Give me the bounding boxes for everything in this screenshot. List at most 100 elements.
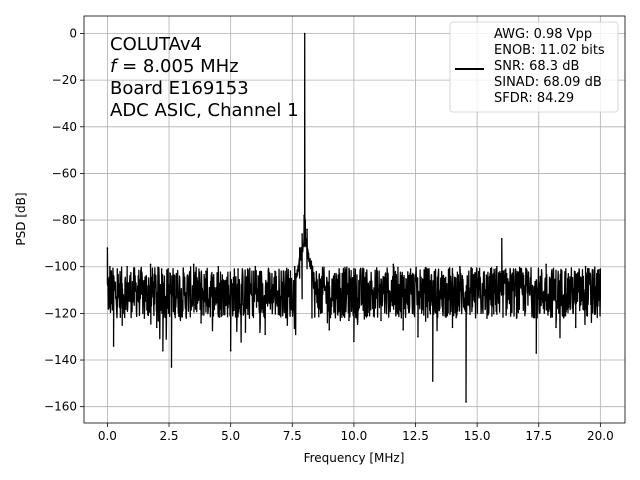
psd-data-point xyxy=(131,307,133,310)
frequency-symbol: f xyxy=(110,56,119,77)
psd-data-point xyxy=(162,349,164,352)
psd-data-point xyxy=(427,268,429,270)
psd-data-point xyxy=(471,268,473,270)
psd-data-point xyxy=(441,275,444,277)
x-tick-label: 20.0 xyxy=(587,429,614,443)
y-tick-label: −140 xyxy=(44,353,77,367)
psd-data-point xyxy=(155,326,158,329)
y-tick-label: −160 xyxy=(44,400,77,414)
psd-data-point xyxy=(328,328,331,331)
psd-data-point xyxy=(594,312,597,315)
x-tick-label: 2.5 xyxy=(159,429,178,443)
psd-data-point xyxy=(254,265,257,268)
psd-data-point xyxy=(303,32,306,35)
psd-data-point xyxy=(293,265,296,268)
legend-line-5: SFDR: 84.29 xyxy=(494,91,574,106)
y-axis-label: PSD [dB] xyxy=(14,192,28,245)
psd-data-point xyxy=(244,331,247,333)
annotation-line-2: f = 8.005 MHz xyxy=(110,56,239,77)
legend-line-4: SINAD: 68.09 dB xyxy=(494,75,602,90)
psd-data-point xyxy=(362,268,365,270)
y-tick-label: −120 xyxy=(44,306,77,320)
psd-data-point xyxy=(311,265,313,268)
legend-line-1: AWG: 0.98 Vpp xyxy=(494,27,592,42)
psd-data-point xyxy=(229,349,232,352)
psd-data-point xyxy=(303,214,305,217)
legend-line-2: ENOB: 11.02 bits xyxy=(494,43,605,58)
psd-data-point xyxy=(143,317,146,319)
psd-data-point xyxy=(451,326,454,329)
psd-data-point xyxy=(160,268,163,270)
y-tick-label: −40 xyxy=(52,120,77,134)
psd-data-point xyxy=(599,268,602,270)
psd-data-point xyxy=(112,345,115,347)
y-tick-label: −20 xyxy=(52,73,77,87)
psd-data-point xyxy=(584,265,587,268)
psd-data-point xyxy=(301,233,303,235)
psd-data-point xyxy=(185,317,188,319)
psd-data-point xyxy=(274,270,276,273)
psd-data-point xyxy=(318,307,321,310)
x-tick-label: 0.0 xyxy=(98,429,117,443)
psd-data-point xyxy=(486,317,488,319)
psd-data-point xyxy=(402,328,404,331)
psd-data-point xyxy=(192,263,195,266)
psd-data-point xyxy=(306,228,308,231)
x-tick-label: 7.5 xyxy=(283,429,302,443)
annotation-line-1: COLUTAv4 xyxy=(110,34,202,55)
psd-data-point xyxy=(380,319,382,322)
psd-data-point xyxy=(496,265,498,268)
psd-data-point xyxy=(431,380,434,382)
psd-data-point xyxy=(515,317,518,319)
psd-data-point xyxy=(459,265,461,268)
psd-data-point xyxy=(286,324,289,326)
psd-data-point xyxy=(200,321,202,324)
psd-data-point xyxy=(137,275,140,277)
psd-data-point xyxy=(149,263,152,266)
x-tick-label: 12.5 xyxy=(402,429,429,443)
legend: AWG: 0.98 Vpp ENOB: 11.02 bits SNR: 68.3… xyxy=(449,21,619,113)
psd-data-point xyxy=(170,366,173,368)
y-tick-label: −100 xyxy=(44,260,77,274)
x-tick-label: 5.0 xyxy=(221,429,240,443)
psd-data-point xyxy=(348,319,350,322)
psd-data-point xyxy=(264,333,266,336)
psd-data-point xyxy=(205,270,207,273)
x-axis-label: Frequency [MHz] xyxy=(304,451,405,465)
psd-data-point xyxy=(555,326,557,329)
psd-data-point xyxy=(126,265,128,268)
psd-data-point xyxy=(392,263,395,266)
psd-data-point xyxy=(109,265,111,268)
psd-data-point xyxy=(217,265,220,268)
psd-data-point xyxy=(409,268,412,270)
psd-data-point xyxy=(465,401,467,403)
legend-line-3: SNR: 68.3 dB xyxy=(494,59,579,74)
psd-data-point xyxy=(417,335,419,338)
psd-data-point xyxy=(175,272,178,275)
psd-data-point xyxy=(574,326,577,329)
psd-data-point xyxy=(535,352,538,354)
x-tick-label: 15.0 xyxy=(464,429,491,443)
psd-data-point xyxy=(525,268,528,270)
psd-data-point xyxy=(237,268,239,270)
y-tick-label: −60 xyxy=(52,166,77,180)
annotation-block: COLUTAv4 f = 8.005 MHz Board E169153 ADC… xyxy=(110,34,299,121)
psd-data-point xyxy=(338,268,340,270)
x-tick-label: 17.5 xyxy=(525,429,552,443)
frequency-value: = 8.005 MHz xyxy=(116,56,238,77)
y-tick-label: 0 xyxy=(69,26,77,40)
annotation-line-4: ADC ASIC, Channel 1 xyxy=(110,100,299,121)
psd-series-line xyxy=(106,32,601,403)
psd-data-point xyxy=(116,268,119,270)
y-tick-label: −80 xyxy=(52,213,77,227)
psd-data-point xyxy=(107,307,110,310)
psd-data-point xyxy=(304,219,307,221)
axis-ticks: 0.0 2.5 5.0 7.5 10.0 12.5 15.0 17.5 20.0 0 −20 −40 −… xyxy=(44,26,614,443)
psd-data-point xyxy=(106,247,109,249)
series-layer xyxy=(106,32,602,403)
psd-data-point xyxy=(565,268,567,270)
psd-data-point xyxy=(121,324,123,326)
psd-data-point xyxy=(298,247,301,249)
annotation-line-3: Board E169153 xyxy=(110,78,249,99)
